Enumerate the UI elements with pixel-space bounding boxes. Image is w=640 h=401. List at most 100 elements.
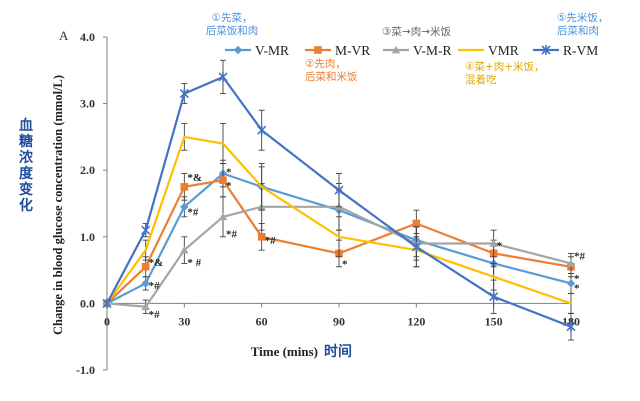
- method-note-line: 后菜和肉: [557, 24, 599, 37]
- significance-mark: *#: [149, 309, 161, 321]
- notes-layer: ①先菜，后菜饭和肉 ②先肉，后菜和米饭 ③菜→肉→米饭 ④菜+肉+米饭，混着吃 ⑤先米饭…: [206, 11, 609, 86]
- x-axis-title: Time (mins): [251, 344, 318, 359]
- method-note-line: ②先肉，: [305, 57, 346, 70]
- data-point: [469, 48, 473, 52]
- significance-mark: * #: [187, 257, 201, 269]
- data-point: [489, 239, 498, 247]
- legend-label: VMR: [488, 43, 519, 58]
- x-tick-label: 60: [256, 314, 268, 328]
- data-point: [180, 202, 189, 212]
- y-title-cn-char: 化: [19, 197, 33, 214]
- x-tick-label: 30: [178, 314, 190, 328]
- method-note-line: ④菜+肉+米饭，: [465, 60, 545, 73]
- legend-label: M-VR: [335, 43, 370, 58]
- data-point: [218, 71, 228, 82]
- y-tick-label: 3.0: [80, 97, 95, 111]
- legend-label: R-VM: [563, 43, 598, 58]
- y-axis-title-cn: 血糖浓度变化: [19, 117, 34, 214]
- method-note-line: ③菜→肉→米饭: [382, 25, 452, 38]
- data-point: [233, 45, 243, 55]
- legend-item-v-m-r: V-M-R: [383, 43, 452, 58]
- data-point: [141, 225, 151, 236]
- data-point: [218, 212, 228, 221]
- x-tick-label: 120: [407, 314, 425, 328]
- data-point: [566, 259, 576, 267]
- data-point: [260, 185, 263, 189]
- annotation-layer: *&*#*#*&*#* #***#*#***#**: [149, 167, 586, 322]
- significance-mark: *: [574, 282, 580, 294]
- significance-mark: *#: [265, 235, 277, 247]
- legend-label: V-MR: [255, 43, 289, 58]
- legend-item-vmr: VMR: [458, 43, 519, 58]
- significance-mark: *#: [149, 280, 161, 292]
- legend-item-m-vr: M-VR: [305, 43, 370, 58]
- y-title-cn-char: 浓: [19, 149, 34, 166]
- data-point: [489, 291, 499, 302]
- data-point: [257, 125, 267, 136]
- y-tick-label: 2.0: [80, 163, 95, 177]
- x-axis: 0 30 60 90 120 150 180: [104, 302, 580, 328]
- x-tick-label: 0: [104, 314, 110, 328]
- data-point: [337, 235, 341, 238]
- method-note-line: 后菜和米饭: [305, 70, 358, 83]
- y-tick-label: 4.0: [80, 30, 95, 44]
- legend-item-v-mr: V-MR: [225, 43, 289, 58]
- data-point: [566, 279, 576, 288]
- panel-label: A: [59, 28, 69, 43]
- y-title-cn-char: 度: [19, 165, 34, 182]
- y-axis: -1.0 0.0 1.0 2.0 3.0 4.0: [76, 30, 108, 377]
- significance-mark: *#: [574, 250, 586, 262]
- x-tick-label: 90: [333, 314, 345, 328]
- method-note-line: ①先菜，: [212, 12, 253, 24]
- data-point: [102, 298, 112, 309]
- data-point: [221, 142, 225, 145]
- data-point: [492, 275, 495, 278]
- y-tick-label: 0.0: [80, 296, 95, 310]
- method-note-5: ⑤先米饭，后菜和肉: [557, 11, 608, 37]
- data-point: [180, 183, 189, 191]
- significance-mark: *&: [187, 172, 202, 184]
- y-tick-label: -1.0: [76, 363, 95, 377]
- y-title-cn-char: 血: [19, 117, 33, 134]
- series-layer: [102, 59, 576, 341]
- data-point: [144, 248, 147, 252]
- significance-mark: *: [574, 273, 580, 285]
- series-r-vm: [102, 59, 576, 341]
- data-point: [334, 185, 344, 196]
- method-note-2: ②先肉，后菜和米饭: [305, 57, 358, 83]
- x-tick-label: 150: [485, 314, 503, 328]
- method-note-line: 混着吃: [465, 73, 497, 86]
- significance-mark: *: [226, 167, 232, 179]
- y-title-cn-char: 变: [19, 181, 33, 198]
- data-point: [141, 302, 150, 311]
- data-point: [257, 233, 266, 241]
- method-note-1: ①先菜，后菜饭和肉: [206, 12, 259, 37]
- x-axis-title-cn: 时间: [324, 343, 352, 360]
- data-point: [179, 88, 189, 99]
- method-note-3: ③菜→肉→米饭: [382, 25, 452, 38]
- significance-mark: *&: [149, 257, 164, 269]
- data-point: [314, 46, 322, 54]
- legend: V-MR M-VR V-M-R VMR R-VM: [225, 43, 598, 58]
- legend-label: V-M-R: [413, 43, 452, 58]
- significance-mark: *#: [226, 228, 238, 240]
- data-point: [219, 176, 227, 184]
- significance-mark: *: [342, 258, 348, 270]
- y-title-cn-char: 糖: [19, 133, 33, 150]
- data-point: [183, 135, 186, 139]
- method-note-4: ④菜+肉+米饭，混着吃: [465, 60, 545, 86]
- data-point: [541, 45, 551, 55]
- y-axis-title: Change in blood glucose concentration (m…: [51, 75, 65, 335]
- data-point: [391, 45, 401, 54]
- data-point: [141, 279, 150, 288]
- legend-item-r-vm: R-VM: [533, 43, 598, 58]
- data-point: [180, 245, 189, 254]
- data-point: [411, 241, 421, 252]
- significance-mark: *#: [187, 206, 199, 218]
- data-point: [412, 219, 421, 228]
- method-note-line: ⑤先米饭，: [557, 11, 608, 24]
- data-point: [141, 262, 150, 271]
- y-tick-label: 1.0: [80, 230, 95, 244]
- series-vmr: [105, 123, 574, 314]
